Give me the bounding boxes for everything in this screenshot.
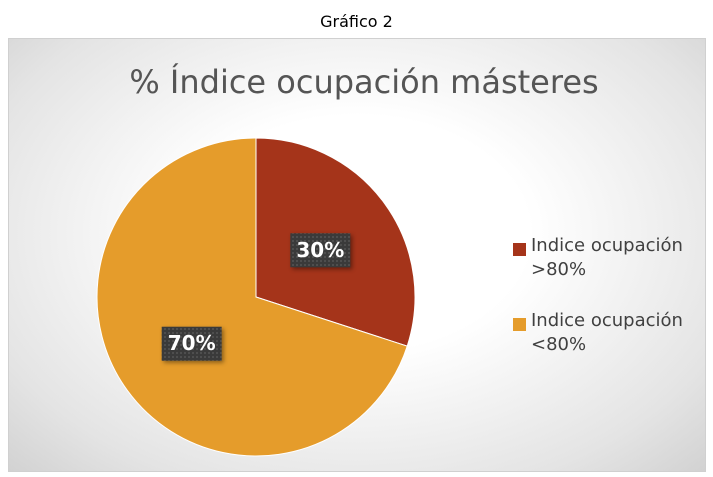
data-label: 30% (296, 238, 344, 262)
data-label: 70% (168, 331, 216, 355)
legend-label: Indice ocupación >80% (531, 235, 683, 280)
chart-title: % Índice ocupación másteres (129, 63, 598, 101)
label-box (290, 233, 351, 268)
caption: Gráfico 2 (320, 12, 393, 31)
legend-swatch (513, 243, 526, 256)
pie-slice (96, 137, 408, 457)
label-box (161, 326, 222, 361)
legend-swatch (513, 318, 526, 331)
legend-label: Indice ocupación <80% (531, 310, 683, 355)
